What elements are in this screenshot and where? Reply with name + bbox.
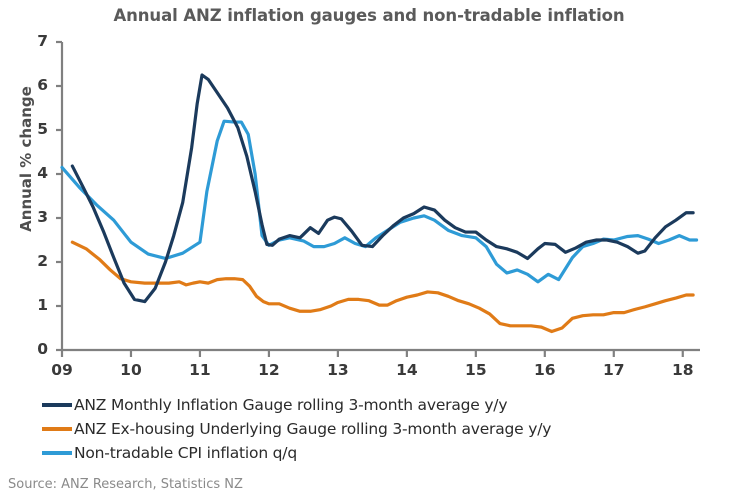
series-line-1	[70, 240, 695, 334]
legend-swatch-nontradable-cpi	[42, 451, 72, 455]
legend-swatch-exhousing-gauge	[42, 427, 72, 431]
y-axis-tick-label: 3	[37, 208, 48, 226]
legend-label-exhousing-gauge: ANZ Ex-housing Underlying Gauge rolling …	[74, 420, 552, 438]
source-note: Source: ANZ Research, Statistics NZ	[8, 477, 243, 492]
legend-swatch-monthly-gauge	[42, 403, 72, 407]
series-line-0	[70, 73, 695, 304]
y-axis-tick-label: 0	[37, 340, 48, 358]
legend-item-exhousing-gauge: ANZ Ex-housing Underlying Gauge rolling …	[42, 417, 732, 441]
y-axis-tick-label: 2	[37, 252, 48, 270]
x-axis-tick-label: 09	[51, 361, 73, 379]
data-series	[60, 73, 699, 334]
x-axis-tick-label: 17	[602, 361, 625, 379]
legend-label-nontradable-cpi: Non-tradable CPI inflation q/q	[74, 444, 297, 462]
x-axis-tick-label: 14	[396, 361, 418, 379]
legend-item-nontradable-cpi: Non-tradable CPI inflation q/q	[42, 441, 732, 465]
legend-label-monthly-gauge: ANZ Monthly Inflation Gauge rolling 3-mo…	[74, 396, 508, 414]
y-axis-tick-label: 1	[37, 296, 48, 314]
chart-title: Annual ANZ inflation gauges and non-trad…	[113, 6, 625, 25]
x-axis-tick-label: 13	[327, 361, 349, 379]
x-axis-tick-label: 18	[671, 361, 694, 379]
y-axis-label: Annual % change	[17, 86, 35, 232]
x-axis-tick-label: 16	[534, 361, 556, 379]
axis-lines	[60, 42, 700, 352]
y-axis-tick-label: 6	[37, 76, 48, 94]
x-axis-tick-label: 11	[189, 361, 211, 379]
legend-item-monthly-gauge: ANZ Monthly Inflation Gauge rolling 3-mo…	[42, 393, 732, 417]
x-axis-tick-label: 12	[258, 361, 280, 379]
y-axis-tick-label: 4	[37, 164, 48, 182]
y-axis-tick-label: 7	[37, 32, 48, 50]
y-axis-tick-label: 5	[37, 120, 48, 138]
x-axis-tick-label: 10	[120, 361, 142, 379]
chart-legend: ANZ Monthly Inflation Gauge rolling 3-mo…	[42, 393, 732, 465]
series-line-2	[60, 119, 699, 284]
x-axis-tick-label: 15	[465, 361, 487, 379]
axis-ticks	[56, 40, 684, 357]
